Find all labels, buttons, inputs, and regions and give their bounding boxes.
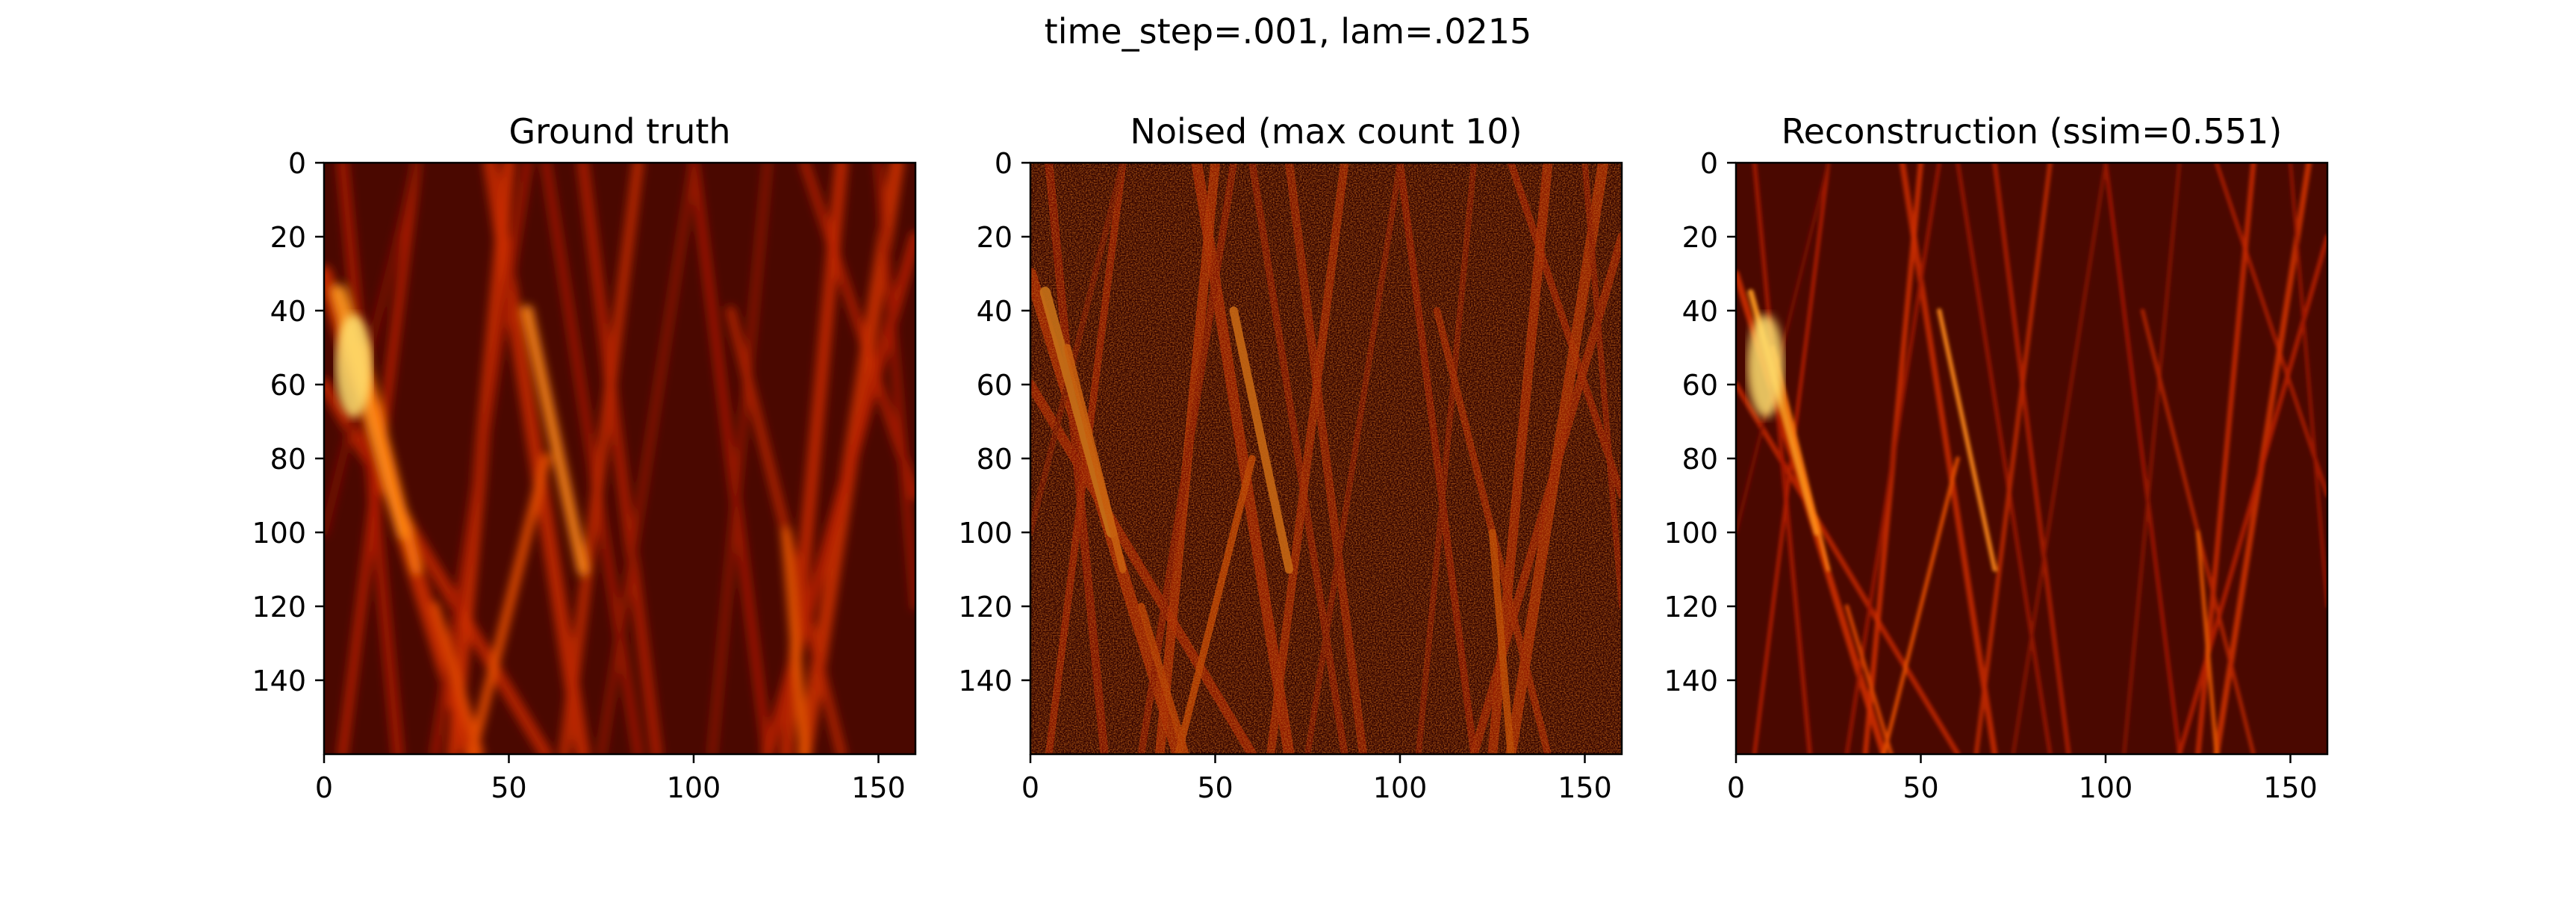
panel-title: Reconstruction (ssim=0.551) (1782, 111, 2283, 152)
figure-suptitle: time_step=.001, lam=.0215 (1045, 11, 1532, 52)
panel-title: Ground truth (508, 111, 730, 152)
y-tick-label: 0 (1700, 147, 1718, 180)
y-tick-label: 100 (1664, 517, 1718, 550)
y-tick-label: 80 (1682, 443, 1718, 476)
y-tick-label: 40 (977, 295, 1012, 328)
heatmap-image (324, 163, 915, 754)
y-tick-label: 60 (270, 369, 306, 402)
y-tick-label: 80 (270, 443, 306, 476)
y-tick-label: 20 (270, 221, 306, 254)
y-tick-label: 60 (1682, 369, 1718, 402)
x-tick-label: 50 (1197, 771, 1233, 804)
x-tick-label: 50 (491, 771, 526, 804)
y-tick-label: 140 (252, 665, 306, 697)
x-tick-label: 0 (1727, 771, 1745, 804)
y-tick-label: 60 (977, 369, 1012, 402)
panel-noised: Noised (max count 10) 0 20 40 60 80 100 120 140 0… (958, 111, 1623, 804)
y-tick-label: 140 (1664, 665, 1718, 697)
y-tick-label: 0 (288, 147, 306, 180)
y-tick-label: 40 (1682, 295, 1718, 328)
y-tick-label: 80 (977, 443, 1012, 476)
y-tick-label: 20 (977, 221, 1012, 254)
y-tick-label: 40 (270, 295, 306, 328)
y-tick-label: 120 (1664, 591, 1718, 623)
panel-title: Noised (max count 10) (1130, 111, 1522, 152)
x-tick-label: 150 (1558, 771, 1612, 804)
panel-reconstruction: Reconstruction (ssim=0.551) 0 20 40 60 80 100 1… (1664, 111, 2329, 804)
x-tick-label: 100 (1373, 771, 1428, 804)
x-tick-label: 50 (1903, 771, 1938, 804)
heatmap-image (1030, 163, 1622, 754)
x-tick-label: 0 (1021, 771, 1039, 804)
x-tick-label: 100 (2079, 771, 2133, 804)
y-tick-label: 120 (252, 591, 306, 623)
x-tick-label: 150 (2263, 771, 2318, 804)
y-tick-label: 120 (958, 591, 1012, 623)
y-tick-label: 0 (995, 147, 1012, 180)
x-tick-label: 150 (851, 771, 906, 804)
y-tick-label: 20 (1682, 221, 1718, 254)
y-tick-label: 100 (958, 517, 1012, 550)
x-tick-label: 0 (315, 771, 333, 804)
heatmap-image (1736, 163, 2327, 754)
x-tick-label: 100 (667, 771, 721, 804)
panel-ground-truth: Ground truth 0 20 40 60 80 100 120 140 0 50 100 150 (252, 111, 917, 804)
y-tick-label: 100 (252, 517, 306, 550)
y-tick-label: 140 (958, 665, 1012, 697)
